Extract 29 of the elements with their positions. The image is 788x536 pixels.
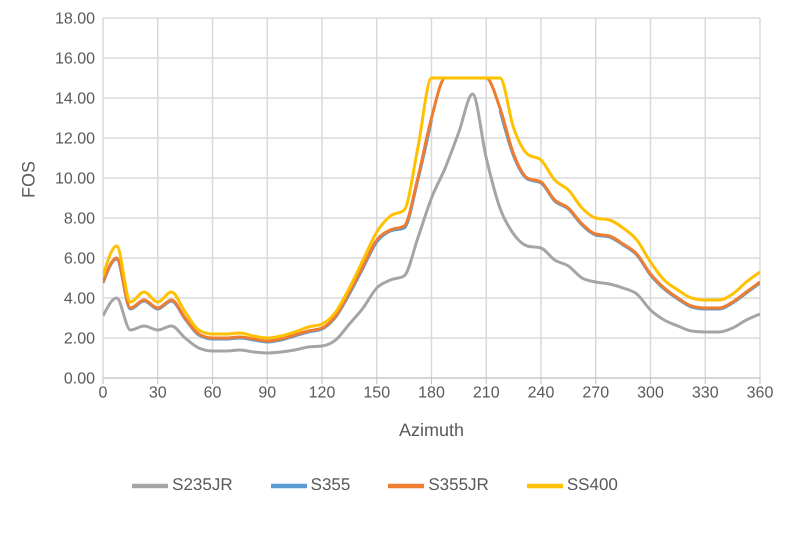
legend-label: S235JR xyxy=(172,475,233,494)
x-tick-label: 360 xyxy=(746,384,774,402)
x-tick-label: 180 xyxy=(418,384,445,402)
y-tick-label: 0.00 xyxy=(64,370,96,388)
x-tick-label: 90 xyxy=(258,384,276,402)
x-tick-label: 210 xyxy=(472,384,500,402)
x-tick-label: 30 xyxy=(148,384,167,402)
y-tick-label: 2.00 xyxy=(64,330,96,348)
x-tick-label: 0 xyxy=(98,384,108,402)
x-tick-label: 270 xyxy=(582,384,610,402)
x-tick-label: 330 xyxy=(692,384,719,402)
x-tick-label: 300 xyxy=(637,384,664,402)
y-tick-label: 6.00 xyxy=(64,250,96,268)
y-tick-label: 14.00 xyxy=(54,90,96,108)
y-tick-label: 8.00 xyxy=(64,210,96,228)
y-axis-title: FOS xyxy=(18,160,38,198)
x-axis-title: Azimuth xyxy=(398,420,464,440)
x-tick-label: 240 xyxy=(528,384,554,402)
y-tick-label: 12.00 xyxy=(54,130,96,148)
x-tick-label: 60 xyxy=(204,384,222,402)
legend-label: S355JR xyxy=(428,475,489,494)
y-tick-label: 4.00 xyxy=(64,290,96,308)
y-tick-label: 10.00 xyxy=(54,170,96,188)
legend-label: S355 xyxy=(310,475,350,494)
y-tick-label: 16.00 xyxy=(54,50,96,68)
legend-label: SS400 xyxy=(566,475,618,494)
y-tick-label: 18.00 xyxy=(54,10,96,28)
x-tick-label: 150 xyxy=(363,384,390,402)
x-tick-label: 120 xyxy=(308,384,336,402)
